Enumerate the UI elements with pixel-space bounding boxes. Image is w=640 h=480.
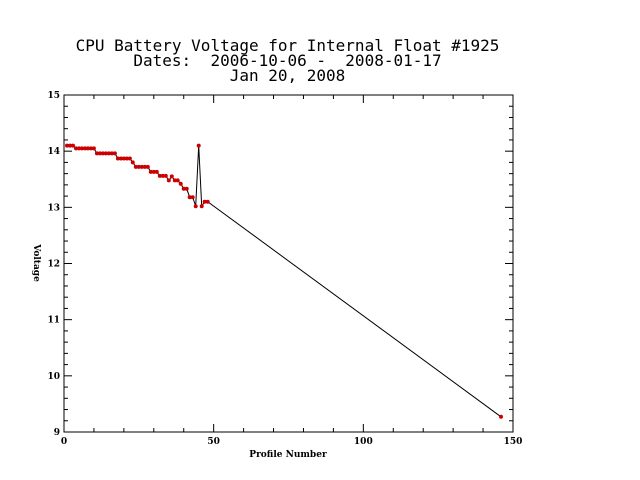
axis-ticks — [63, 94, 514, 433]
data-point — [148, 169, 153, 174]
y-tick-label: 12 — [47, 260, 60, 270]
data-point — [169, 174, 174, 179]
y-tick-label: 10 — [47, 372, 60, 382]
y-tick-label: 15 — [47, 91, 60, 101]
data-point — [166, 178, 171, 183]
data-point — [181, 186, 186, 191]
y-axis-title: Voltage — [31, 243, 41, 282]
data-point — [68, 143, 72, 148]
data-point — [193, 204, 198, 209]
data-point — [103, 151, 108, 156]
chart-subtitle-date: Jan 20, 2008 — [229, 66, 346, 85]
data-point — [184, 186, 189, 191]
data-point — [115, 156, 120, 161]
chart-title: CPU Battery Voltage for Internal Float #… — [75, 36, 500, 55]
data-point — [109, 151, 114, 156]
data-point — [106, 151, 111, 156]
data-point — [97, 151, 102, 156]
data-point — [499, 414, 503, 419]
data-point — [71, 143, 75, 148]
chart-title-block: CPU Battery Voltage for Internal Float #… — [0, 36, 575, 85]
x-tick-label: 50 — [207, 437, 220, 447]
y-tick-label: 11 — [47, 316, 60, 326]
data-point — [157, 173, 162, 178]
data-point — [80, 146, 84, 151]
data-point — [196, 143, 201, 148]
axis-tick-labels: 0 50 100 150 9 10 11 12 13 14 15 — [47, 91, 522, 447]
data-point — [136, 164, 141, 169]
data-point — [65, 143, 69, 148]
data-point — [85, 146, 90, 151]
data-point — [91, 146, 96, 151]
x-tick-label: 100 — [354, 437, 373, 447]
data-point — [74, 146, 78, 151]
x-tick-label: 0 — [61, 437, 67, 447]
data-point — [175, 178, 180, 183]
x-axis-title: Profile Number — [249, 450, 327, 460]
data-point — [100, 151, 105, 156]
data-point — [88, 146, 93, 151]
data-point — [83, 146, 87, 151]
data-point — [77, 146, 81, 151]
data-point — [187, 195, 192, 200]
data-point — [121, 156, 126, 161]
data-point — [190, 195, 195, 200]
data-point — [178, 181, 183, 186]
data-point — [163, 173, 168, 178]
data-point — [202, 199, 207, 204]
data-point — [127, 156, 132, 161]
series-markers — [65, 143, 503, 419]
data-point — [199, 204, 204, 209]
data-point — [133, 164, 138, 169]
series-line — [67, 145, 502, 418]
plot-frame — [63, 94, 514, 433]
data-point — [151, 169, 156, 174]
data-point — [130, 160, 135, 165]
y-tick-label: 9 — [54, 428, 60, 438]
data-point — [94, 151, 99, 156]
data-point — [145, 164, 150, 169]
data-point — [118, 156, 123, 161]
data-point — [112, 151, 117, 156]
data-point — [124, 156, 129, 161]
data-point — [139, 164, 144, 169]
x-tick-label: 150 — [504, 437, 523, 447]
chart-subtitle-dates: Dates: 2006-10-06 - 2008-01-17 — [133, 51, 442, 70]
data-point — [142, 164, 147, 169]
data-point — [205, 199, 210, 204]
y-tick-label: 13 — [47, 203, 60, 213]
data-point — [160, 173, 165, 178]
y-tick-label: 14 — [47, 147, 60, 157]
data-point — [154, 169, 159, 174]
data-point — [172, 178, 177, 183]
